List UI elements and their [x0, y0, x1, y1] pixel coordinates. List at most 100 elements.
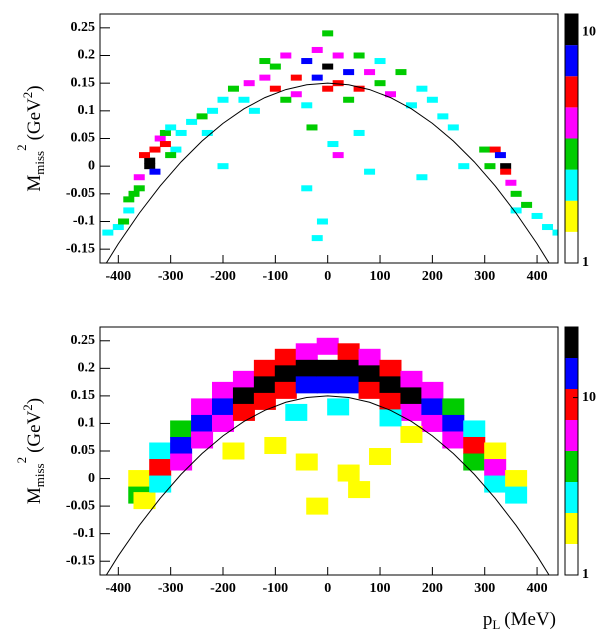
heatmap-cell	[505, 486, 528, 504]
heatmap-cell	[217, 96, 229, 103]
x-tick-label: -200	[210, 269, 236, 284]
heatmap-cell	[510, 190, 522, 197]
heatmap-cell	[374, 80, 386, 87]
heatmap-cell	[191, 414, 214, 432]
heatmap-cell	[447, 124, 459, 131]
colorbar-band	[565, 45, 578, 77]
colorbar-band	[565, 451, 578, 482]
heatmap-cell	[364, 168, 376, 175]
heatmap-cell	[337, 376, 360, 394]
heatmap-cell	[343, 96, 355, 103]
x-tick-label: 400	[527, 269, 548, 284]
heatmap-cell	[295, 376, 318, 394]
x-tick-label: -100	[263, 581, 289, 596]
heatmap-cell	[248, 107, 260, 114]
z-tick-label: 1	[582, 567, 589, 582]
y-tick-label: 0	[88, 471, 95, 486]
plot-area	[102, 30, 558, 263]
y-tick-label: 0.2	[78, 48, 96, 63]
heatmap-cell	[128, 470, 151, 488]
x-tick-label: 300	[474, 581, 495, 596]
heatmap-cell	[400, 425, 423, 443]
heatmap-cell	[259, 58, 271, 65]
heatmap-cell	[112, 224, 124, 231]
heatmap-cell	[165, 124, 177, 131]
x-tick-label: -400	[105, 269, 131, 284]
heatmap-cell	[274, 381, 297, 399]
colorbar-band	[565, 544, 578, 575]
heatmap-cell	[186, 118, 198, 125]
heatmap-cell	[374, 58, 386, 65]
heatmap-cell	[463, 436, 486, 454]
heatmap-cell	[159, 141, 171, 148]
heatmap-cell	[149, 146, 161, 153]
heatmap-cell	[306, 124, 318, 131]
heatmap-cell	[316, 359, 339, 377]
heatmap-cell	[505, 470, 528, 488]
heatmap-cell	[102, 229, 114, 236]
heatmap-cell	[479, 146, 491, 153]
heatmap-cell	[510, 207, 522, 214]
heatmap-cell	[337, 343, 360, 361]
y-axis-label-part: miss	[32, 463, 47, 487]
heatmap-cell	[311, 74, 323, 81]
heatmap-cell	[253, 392, 276, 410]
z-tick-label: 10	[582, 24, 596, 39]
heatmap-cell	[159, 129, 171, 136]
heatmap-cell	[175, 129, 187, 136]
colorbar-band	[565, 138, 578, 170]
heatmap-cell	[295, 359, 318, 377]
heatmap-cell	[552, 229, 558, 236]
y-tick-label: 0	[88, 158, 95, 173]
colorbar-band	[565, 389, 578, 420]
colorbar-band	[565, 107, 578, 139]
heatmap-cell	[274, 348, 297, 366]
y-axis-label-part: 2	[14, 457, 29, 464]
heatmap-cell	[170, 420, 193, 438]
heatmap-cell	[232, 403, 255, 421]
heatmap-cell	[322, 63, 334, 70]
heatmap-cell	[207, 107, 219, 114]
heatmap-cell	[437, 113, 449, 120]
y-tick-label: -0.05	[66, 498, 95, 513]
heatmap-cell	[463, 420, 486, 438]
heatmap-cell	[259, 74, 271, 81]
heatmap-cell	[327, 141, 339, 148]
heatmap-cell	[232, 387, 255, 405]
heatmap-cell	[264, 436, 287, 454]
heatmap-cell	[358, 381, 381, 399]
colorbar-band	[565, 169, 578, 201]
heatmap-cell	[196, 113, 208, 120]
heatmap-cell	[217, 163, 229, 170]
heatmap-cell	[144, 163, 156, 170]
heatmap-cell	[484, 475, 507, 493]
heatmap-cell	[379, 359, 402, 377]
y-axis-label-part: 2	[20, 92, 35, 99]
heatmap-cell	[343, 69, 355, 76]
heatmap-cell	[494, 152, 506, 159]
y-tick-label: 0.15	[71, 75, 96, 90]
heatmap-cell	[353, 52, 365, 59]
heatmap-cell	[154, 135, 166, 142]
y-axis-label: Mmiss2(GeV2)	[14, 85, 47, 191]
heatmap-cell	[170, 453, 193, 471]
heatmap-cell	[521, 201, 533, 208]
y-tick-label: 0.05	[71, 131, 96, 146]
y-tick-label: -0.1	[73, 526, 95, 541]
heatmap-cell	[322, 85, 334, 92]
y-axis-label-part: (GeV	[24, 98, 45, 140]
colorbar-band	[565, 358, 578, 389]
heatmap-cell	[290, 91, 302, 98]
heatmap-cell	[191, 398, 214, 416]
y-tick-label: 0.1	[78, 103, 96, 118]
heatmap-cell	[421, 398, 444, 416]
x-tick-label: 200	[422, 581, 443, 596]
heatmap-cell	[322, 30, 334, 37]
heatmap-cell	[316, 376, 339, 394]
x-axis-label-part: p	[483, 609, 493, 630]
heatmap-cell	[500, 168, 512, 175]
heatmap-cell	[379, 376, 402, 394]
y-axis-label-part: 2	[20, 404, 35, 411]
x-tick-label: -300	[158, 581, 184, 596]
colorbar-frame	[564, 326, 579, 576]
